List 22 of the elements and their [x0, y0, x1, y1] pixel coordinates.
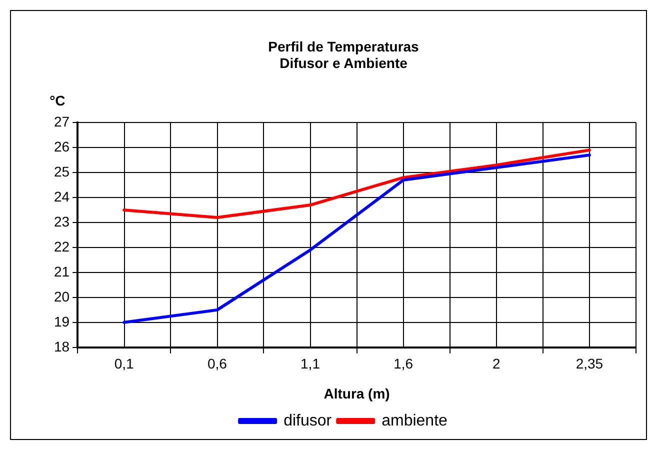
- y-tick-label: 22: [54, 238, 70, 254]
- y-tick-label: 18: [54, 338, 70, 354]
- y-tick-label: 19: [54, 313, 70, 330]
- x-tick-label: 1,1: [300, 356, 320, 372]
- x-tick-label: 0,1: [114, 356, 134, 372]
- y-tick-label: 25: [54, 163, 70, 180]
- x-tick-label: 0,6: [207, 356, 228, 372]
- x-tick-label: 1,6: [394, 356, 414, 372]
- y-tick-label: 24: [54, 188, 70, 204]
- text: Perfil de Temperaturas: [268, 38, 419, 54]
- y-tick-label: 26: [54, 138, 70, 154]
- legend-label: difusor: [284, 412, 332, 430]
- y-tick-label: 20: [54, 288, 70, 304]
- y-tick-label: 27: [54, 113, 70, 130]
- x-axis-title: Altura (m): [324, 385, 390, 402]
- y-tick-label: 23: [54, 213, 70, 230]
- y-axis-title: °C: [50, 92, 66, 108]
- x-tick-label: 2,35: [576, 356, 604, 372]
- y-tick-label: 21: [54, 263, 70, 280]
- text: Difusor e Ambiente: [280, 55, 408, 72]
- legend-label: ambiente: [382, 412, 448, 430]
- x-tick-label: 2: [492, 356, 500, 372]
